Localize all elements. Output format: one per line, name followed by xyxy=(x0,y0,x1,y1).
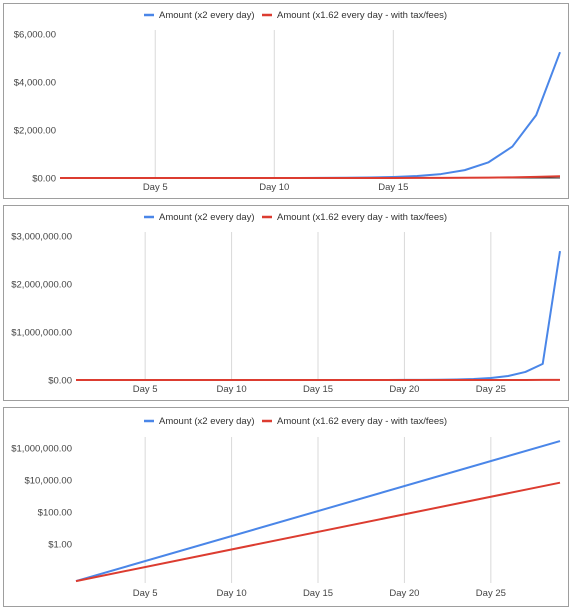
y-tick-label: $0.00 xyxy=(48,376,72,387)
x-tick-label: Day 10 xyxy=(217,384,247,395)
y-tick-label: $2,000,000.00 xyxy=(11,280,72,291)
chart-panel-2: Day 5 Day 10 Day 15 Day 20 Day 25 $0.00 $1,000… xyxy=(3,205,569,401)
y-tick-label: $6,000.00 xyxy=(14,30,56,41)
chart-3-svg: Day 5 Day 10 Day 15 Day 20 Day 25 $1.00 $100.0… xyxy=(11,416,561,599)
x-tick-label: Day 20 xyxy=(389,588,419,599)
series-line-1 xyxy=(75,440,561,583)
y-tick-label: $3,000,000.00 xyxy=(11,232,72,243)
y-tick-label: $10,000.00 xyxy=(24,476,72,487)
y-tick-label: $1,000,000.00 xyxy=(11,443,72,454)
x-tick-label: Day 5 xyxy=(133,588,158,599)
legend-label: Amount (x1.62 every day - with tax/fees) xyxy=(277,212,447,223)
x-tick-label: Day 10 xyxy=(217,588,247,599)
y-tick-label: $1.00 xyxy=(48,540,72,551)
series-line-2 xyxy=(75,481,561,583)
x-tick-label: Day 15 xyxy=(378,182,408,193)
chart-panel-1: Day 5 Day 10 Day 15 $0.00 $2,000.00 $4,000.00… xyxy=(3,3,569,199)
series-line-2 xyxy=(59,175,561,179)
chart-panel-3: Day 5 Day 10 Day 15 Day 20 Day 25 $1.00 $100.0… xyxy=(3,407,569,607)
y-tick-label: $1,000,000.00 xyxy=(11,328,72,339)
x-tick-label: Day 15 xyxy=(303,588,333,599)
legend-label: Amount (x1.62 every day - with tax/fees) xyxy=(277,416,447,427)
x-tick-label: Day 25 xyxy=(476,384,506,395)
legend-label: Amount (x1.62 every day - with tax/fees) xyxy=(277,10,447,21)
x-tick-label: Day 5 xyxy=(143,182,168,193)
legend-label: Amount (x2 every day) xyxy=(159,212,255,223)
x-tick-label: Day 25 xyxy=(476,588,506,599)
x-tick-label: Day 15 xyxy=(303,384,333,395)
legend-label: Amount (x2 every day) xyxy=(159,10,255,21)
y-tick-label: $4,000.00 xyxy=(14,78,56,89)
y-tick-label: $100.00 xyxy=(38,508,72,519)
x-tick-label: Day 10 xyxy=(259,182,289,193)
series-line-1 xyxy=(60,51,561,179)
x-tick-label: Day 5 xyxy=(133,384,158,395)
legend-label: Amount (x2 every day) xyxy=(159,416,255,427)
chart-1-svg: Day 5 Day 10 Day 15 $0.00 $2,000.00 $4,000.00… xyxy=(14,10,561,193)
y-tick-label: $0.00 xyxy=(32,174,56,185)
y-tick-label: $2,000.00 xyxy=(14,126,56,137)
x-tick-label: Day 20 xyxy=(389,384,419,395)
chart-2-svg: Day 5 Day 10 Day 15 Day 20 Day 25 $0.00 $1,000… xyxy=(11,212,561,395)
